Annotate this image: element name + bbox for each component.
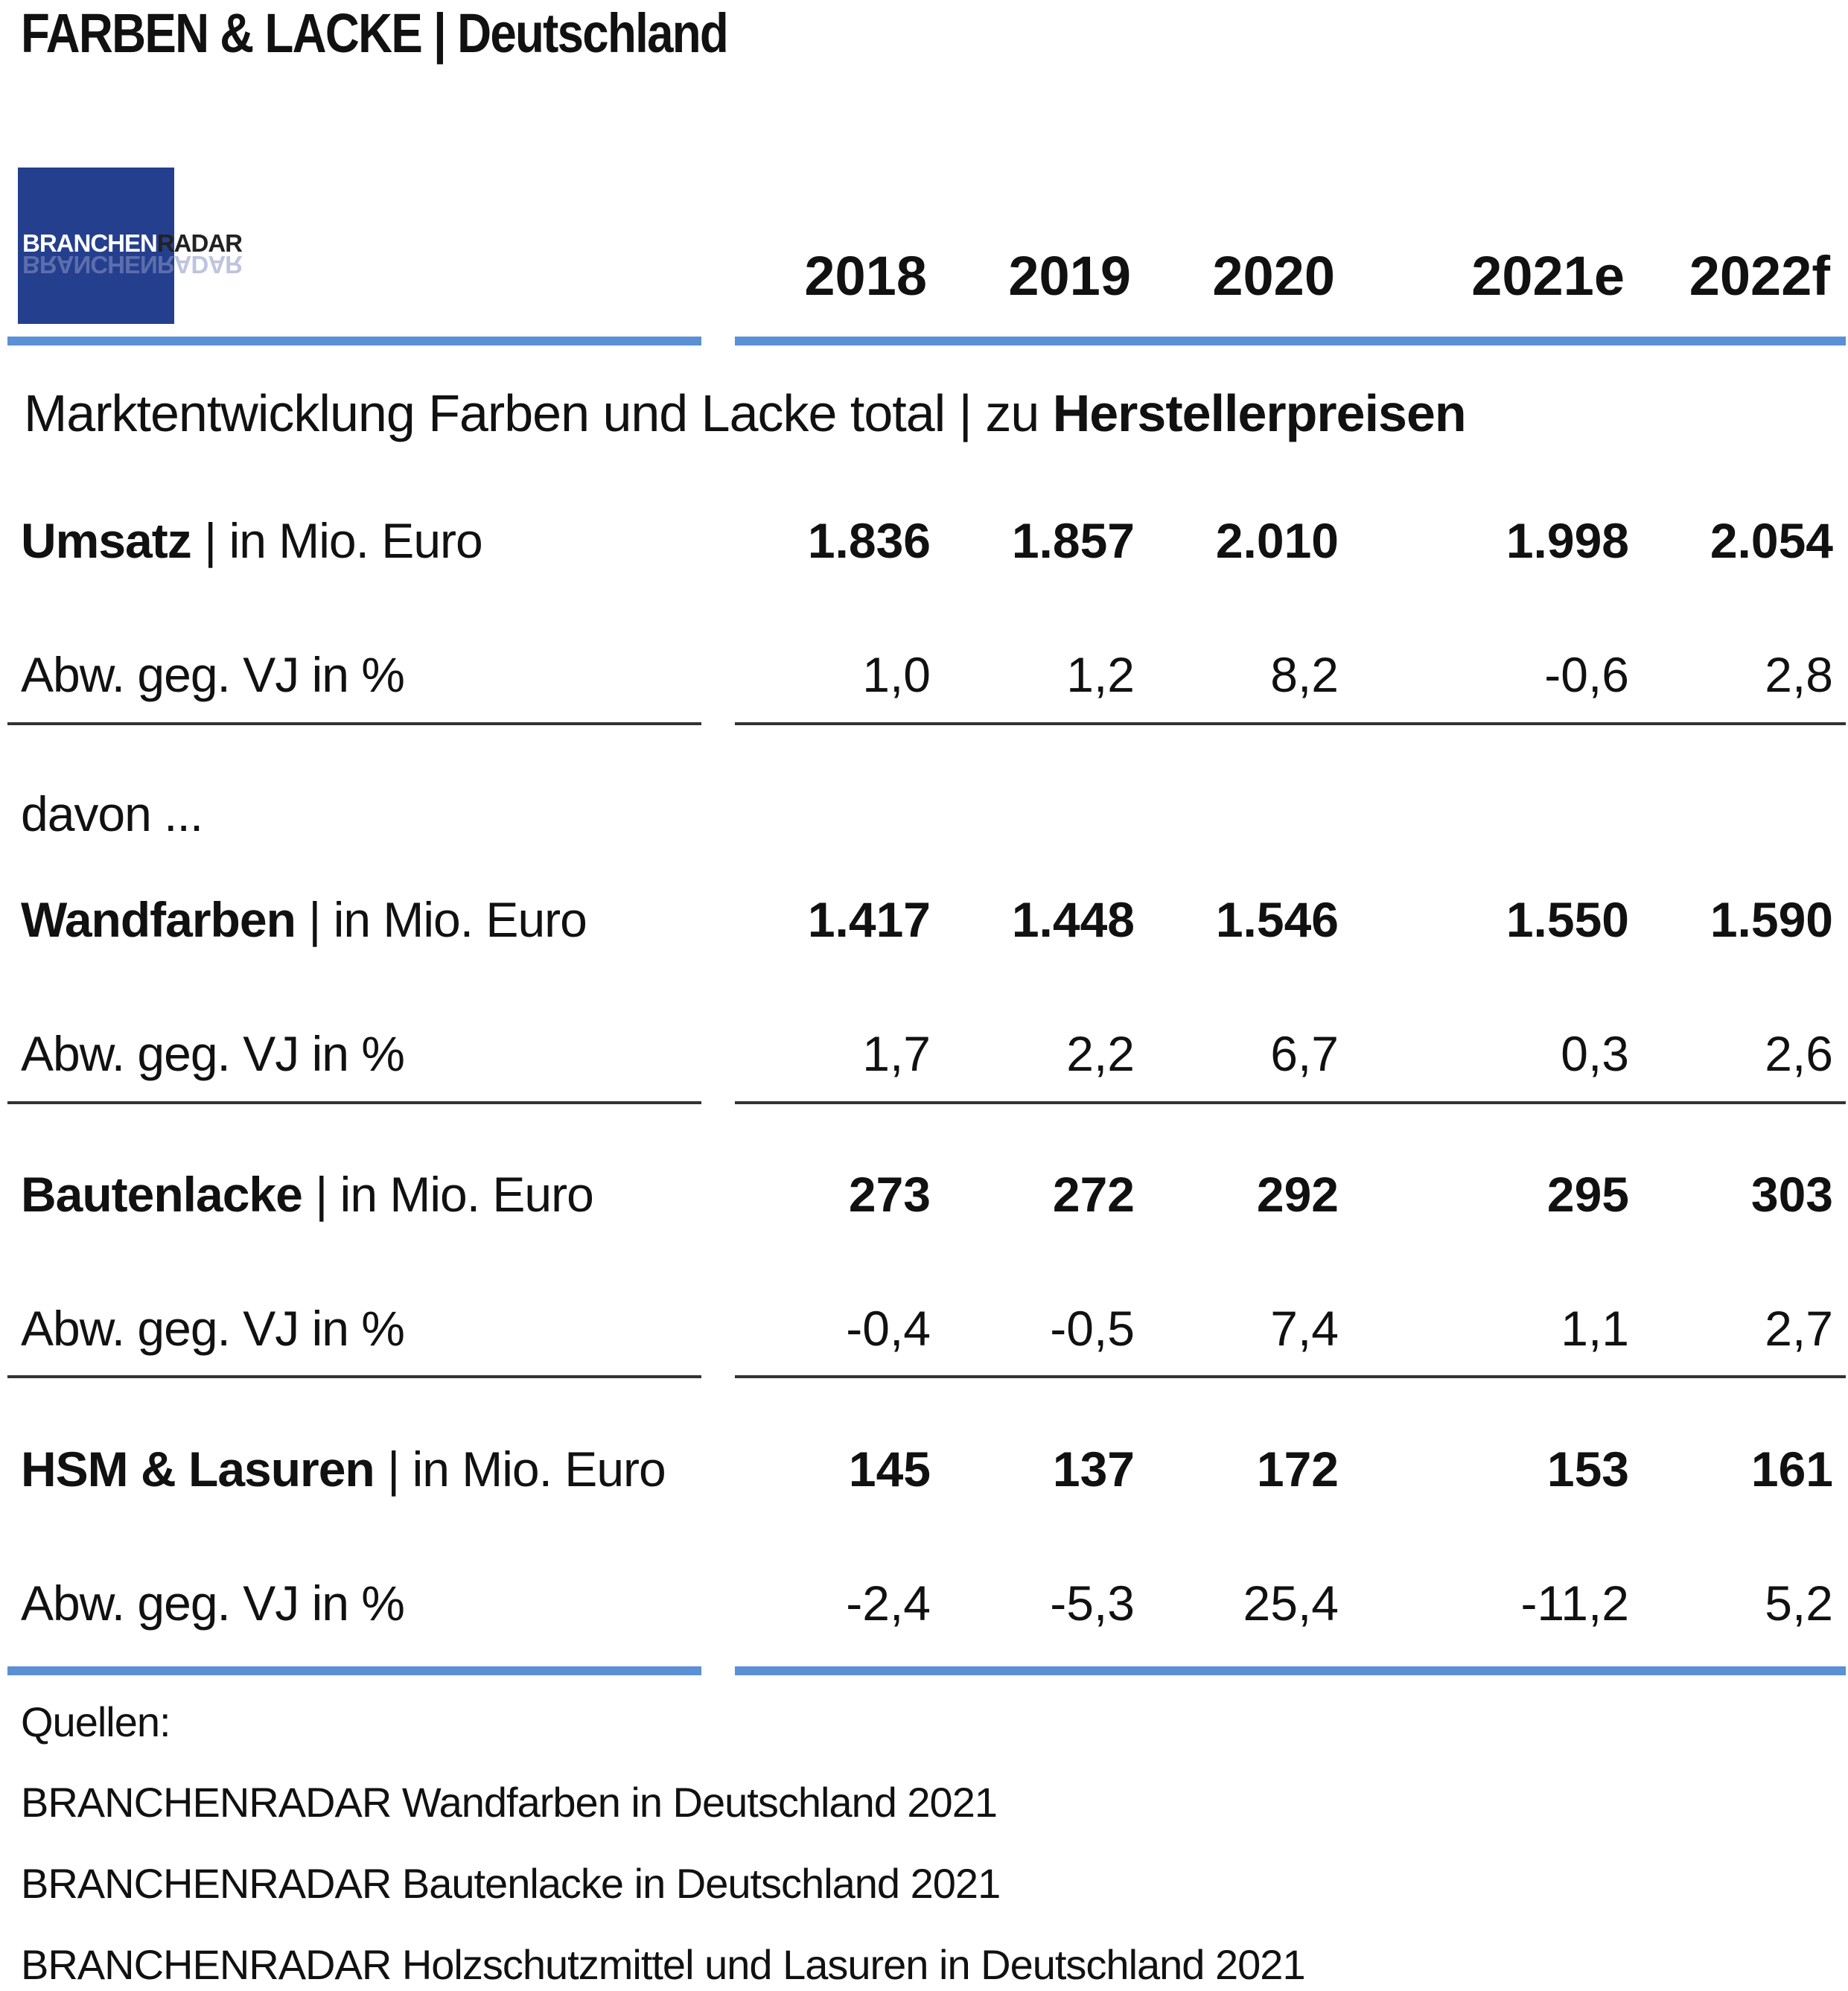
value-cell: 272 — [1052, 1167, 1135, 1222]
value-cell: 273 — [848, 1167, 931, 1222]
pct-cell: 0,3 — [1561, 1026, 1629, 1081]
value-cell: 1.857 — [1011, 513, 1135, 568]
row-label-pct: Abw. geg. VJ in % — [21, 1026, 405, 1081]
value-cell: 137 — [1052, 1442, 1135, 1497]
pct-cell: 7,4 — [1270, 1301, 1339, 1356]
pct-cell: -0,5 — [1050, 1301, 1135, 1356]
value-cell: 2.054 — [1710, 513, 1833, 568]
page-title: FARBEN & LACKE | Deutschland — [21, 2, 729, 64]
row-label-umsatz: Umsatz | in Mio. Euro — [21, 513, 483, 568]
source-item: BRANCHENRADAR Wandfarben in Deutschland … — [21, 1779, 998, 1826]
value-cell: 2.010 — [1215, 513, 1339, 568]
section-divider — [7, 1101, 701, 1104]
header-rule-right — [735, 337, 1846, 345]
value-cell: 295 — [1546, 1167, 1629, 1222]
footer-rule-right — [735, 1666, 1846, 1675]
pct-cell: 1,7 — [862, 1026, 931, 1081]
pct-cell: 2,7 — [1765, 1301, 1833, 1356]
value-cell: 161 — [1750, 1442, 1833, 1497]
year-header: 2022f — [1689, 245, 1830, 307]
value-cell: 1.546 — [1215, 892, 1339, 947]
sources-heading: Quellen: — [21, 1698, 171, 1745]
value-cell: 172 — [1256, 1442, 1339, 1497]
row-label-bautenlacke: Bautenlacke | in Mio. Euro — [21, 1167, 594, 1222]
value-cell: 1.417 — [807, 892, 931, 947]
row-label-wandfarben: Wandfarben | in Mio. Euro — [21, 892, 587, 947]
year-header: 2020 — [1212, 245, 1335, 307]
section-divider — [735, 1101, 1846, 1104]
value-cell: 1.590 — [1710, 892, 1833, 947]
section-divider — [735, 722, 1846, 725]
row-label-pct: Abw. geg. VJ in % — [21, 647, 405, 702]
year-header: 2019 — [1008, 245, 1131, 307]
branchenradar-logo — [18, 168, 174, 324]
pct-cell: 2,6 — [1765, 1026, 1833, 1081]
year-header: 2018 — [804, 245, 927, 307]
pct-cell: 2,2 — [1066, 1026, 1135, 1081]
pct-cell: -11,2 — [1520, 1576, 1629, 1631]
value-cell: 1.448 — [1011, 892, 1135, 947]
value-cell: 292 — [1256, 1167, 1339, 1222]
pct-cell: 8,2 — [1270, 647, 1339, 702]
row-label-hsm-lasuren: HSM & Lasuren | in Mio. Euro — [21, 1442, 666, 1497]
footer-rule-left — [7, 1666, 701, 1675]
table-subtitle: Marktentwicklung Farben und Lacke total … — [24, 384, 1467, 442]
pct-cell: 5,2 — [1765, 1576, 1833, 1631]
pct-cell: 6,7 — [1270, 1026, 1339, 1081]
value-cell: 303 — [1750, 1167, 1833, 1222]
row-label-pct: Abw. geg. VJ in % — [21, 1576, 405, 1631]
header-rule-left — [7, 337, 701, 345]
davon-label: davon ... — [21, 786, 203, 841]
source-item: BRANCHENRADAR Bautenlacke in Deutschland… — [21, 1860, 1001, 1907]
logo-text-part2: RADAR — [156, 229, 243, 257]
pct-cell: -0,6 — [1544, 647, 1629, 702]
logo-text-part1: BRANCHEN — [22, 229, 158, 257]
value-cell: 1.836 — [807, 513, 931, 568]
pct-cell: 1,2 — [1066, 647, 1135, 702]
value-cell: 1.998 — [1506, 513, 1629, 568]
value-cell: 1.550 — [1506, 892, 1629, 947]
pct-cell: 25,4 — [1243, 1576, 1339, 1631]
pct-cell: 2,8 — [1765, 647, 1833, 702]
pct-cell: -2,4 — [846, 1576, 931, 1631]
section-divider — [7, 1375, 701, 1378]
value-cell: 145 — [848, 1442, 931, 1497]
pct-cell: -0,4 — [846, 1301, 931, 1356]
source-item: BRANCHENRADAR Holzschutzmittel und Lasur… — [21, 1941, 1306, 1988]
section-divider — [735, 1375, 1846, 1378]
logo-text: BRANCHENRADAR — [22, 229, 243, 258]
pct-cell: 1,0 — [862, 647, 931, 702]
year-header: 2021e — [1471, 245, 1625, 307]
pct-cell: 1,1 — [1561, 1301, 1629, 1356]
pct-cell: -5,3 — [1050, 1576, 1135, 1631]
value-cell: 153 — [1546, 1442, 1629, 1497]
section-divider — [7, 722, 701, 725]
row-label-pct: Abw. geg. VJ in % — [21, 1301, 405, 1356]
